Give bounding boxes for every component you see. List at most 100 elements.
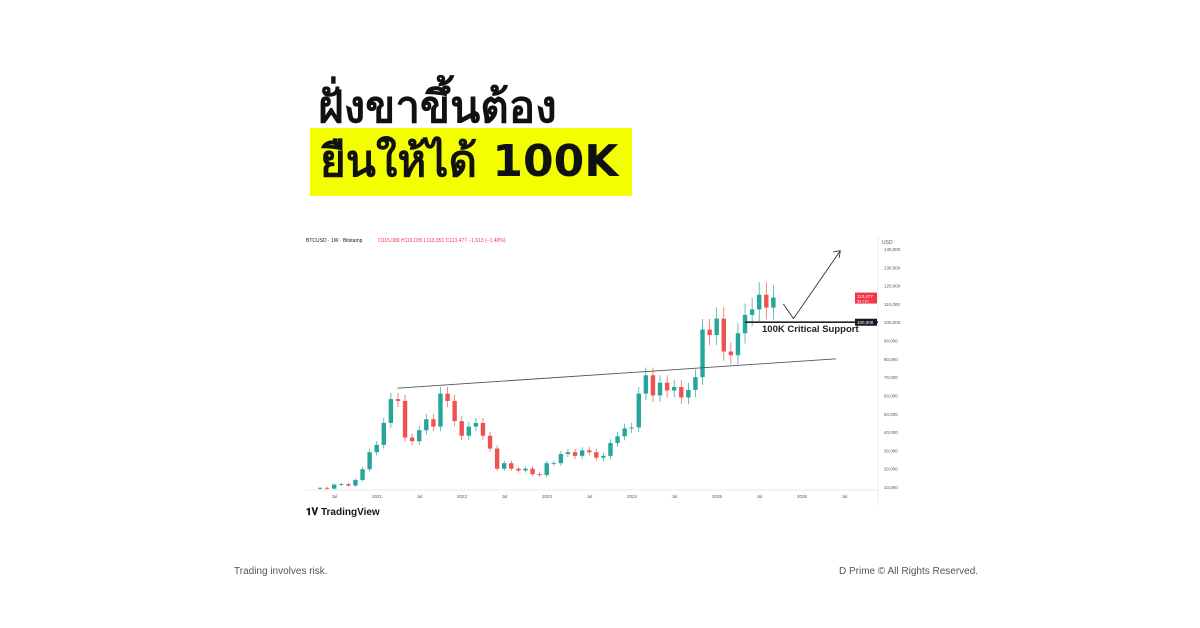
candle bbox=[579, 450, 585, 456]
candle bbox=[572, 452, 578, 456]
candle bbox=[657, 382, 663, 396]
x-tick-label: Jul bbox=[417, 494, 423, 499]
candle bbox=[395, 399, 401, 401]
x-tick-label: Jul bbox=[757, 494, 763, 499]
y-tick-label: 80,000 bbox=[884, 357, 898, 362]
candle bbox=[629, 427, 634, 429]
support-label: 100K Critical Support bbox=[762, 324, 859, 335]
candle bbox=[339, 484, 344, 485]
headline-line1: ฝั่งขาขึ้นต้อง bbox=[318, 82, 557, 133]
candle bbox=[537, 474, 542, 476]
currency-label: USD bbox=[882, 240, 893, 246]
candle bbox=[742, 314, 748, 334]
candle bbox=[494, 448, 500, 469]
y-tick-label: 130,000 bbox=[884, 265, 901, 270]
arrow-head-icon bbox=[833, 250, 841, 258]
y-tick-label: 50,000 bbox=[884, 412, 898, 417]
candle bbox=[672, 387, 677, 391]
support-price-text: 100,000 bbox=[857, 320, 874, 325]
y-tick-label: 100,000 bbox=[884, 320, 901, 325]
candle bbox=[707, 329, 712, 336]
candle bbox=[424, 419, 429, 431]
x-tick-label: 2026 bbox=[797, 494, 808, 499]
candle bbox=[700, 329, 705, 378]
candle bbox=[686, 389, 691, 398]
candle bbox=[721, 318, 726, 352]
candle bbox=[409, 437, 415, 442]
candle bbox=[473, 422, 479, 427]
candle bbox=[594, 452, 599, 458]
candle bbox=[587, 450, 592, 453]
candle bbox=[402, 400, 408, 438]
candle bbox=[480, 422, 486, 436]
candle bbox=[523, 468, 528, 471]
candle bbox=[353, 480, 358, 486]
candle bbox=[544, 463, 549, 476]
candle bbox=[530, 468, 535, 475]
candle bbox=[466, 426, 471, 436]
risk-disclaimer: Trading involves risk. bbox=[234, 566, 328, 577]
candle bbox=[381, 422, 386, 445]
candle bbox=[459, 421, 464, 436]
candle bbox=[558, 454, 564, 464]
candle bbox=[735, 333, 741, 356]
support-price-tag bbox=[855, 318, 877, 326]
x-tick-label: Jul bbox=[672, 494, 678, 499]
tradingview-logo: 𝟏𝐕 TradingView bbox=[306, 507, 380, 518]
candle bbox=[346, 484, 351, 486]
tv-logo-icon: 𝟏𝐕 bbox=[306, 507, 321, 518]
y-tick-label: 110,000 bbox=[884, 302, 900, 307]
headline-line2-highlight: ยืนให้ได้ 100K bbox=[310, 128, 633, 196]
candle bbox=[452, 400, 457, 422]
chart-symbol: BTCUSD · 1W · Bitstamp bbox=[306, 238, 363, 244]
x-tick-label: Jul bbox=[332, 494, 338, 499]
countdown-text: 5d 21h bbox=[857, 300, 869, 304]
candle bbox=[756, 294, 762, 310]
candle bbox=[509, 463, 514, 469]
x-tick-label: Jul bbox=[502, 494, 508, 499]
chart-svg: BTCUSD · 1W · Bitstamp O115,089 H116,035… bbox=[305, 235, 901, 505]
candle bbox=[388, 399, 394, 423]
candle bbox=[417, 430, 422, 442]
candle bbox=[714, 318, 719, 336]
candle bbox=[551, 463, 556, 464]
copyright: D Prime © All Rights Reserved. bbox=[839, 566, 979, 577]
candle bbox=[728, 351, 734, 356]
candle bbox=[771, 297, 776, 308]
x-tick-label: 2025 bbox=[712, 494, 723, 499]
y-tick-label: 10,000 bbox=[884, 485, 898, 490]
candle bbox=[438, 393, 443, 427]
candle bbox=[431, 419, 436, 427]
y-tick-label: 70,000 bbox=[884, 375, 898, 380]
candle bbox=[608, 443, 613, 456]
candle bbox=[317, 487, 323, 489]
x-tick-label: 2024 bbox=[627, 494, 638, 499]
y-tick-label: 20,000 bbox=[884, 467, 898, 472]
x-tick-label: Jul bbox=[587, 494, 593, 499]
candle bbox=[516, 468, 521, 471]
projection-arrow bbox=[782, 250, 841, 320]
candle bbox=[324, 487, 330, 489]
y-tick-label: 60,000 bbox=[884, 393, 898, 398]
candle bbox=[565, 452, 571, 455]
candle bbox=[764, 294, 769, 308]
candle bbox=[664, 382, 670, 391]
candle bbox=[679, 387, 684, 398]
candle bbox=[650, 375, 656, 396]
candle bbox=[622, 428, 627, 437]
candle bbox=[502, 463, 507, 469]
candle bbox=[367, 452, 372, 470]
candle bbox=[643, 375, 649, 394]
y-tick-label: 40,000 bbox=[884, 430, 898, 435]
last-price-text: 113,477 bbox=[857, 294, 873, 299]
candle bbox=[445, 393, 450, 401]
candle bbox=[360, 469, 365, 481]
candle bbox=[601, 455, 606, 458]
last-price-tag bbox=[855, 292, 877, 304]
y-tick-label: 120,000 bbox=[884, 284, 901, 289]
x-tick-label: 2023 bbox=[542, 494, 553, 499]
candle bbox=[749, 309, 755, 315]
candle bbox=[693, 377, 698, 390]
x-tick-label: 2022 bbox=[457, 494, 468, 499]
chart-ohlc: O115,089 H116,035 L113,351 C113,477 −1,6… bbox=[378, 238, 506, 244]
